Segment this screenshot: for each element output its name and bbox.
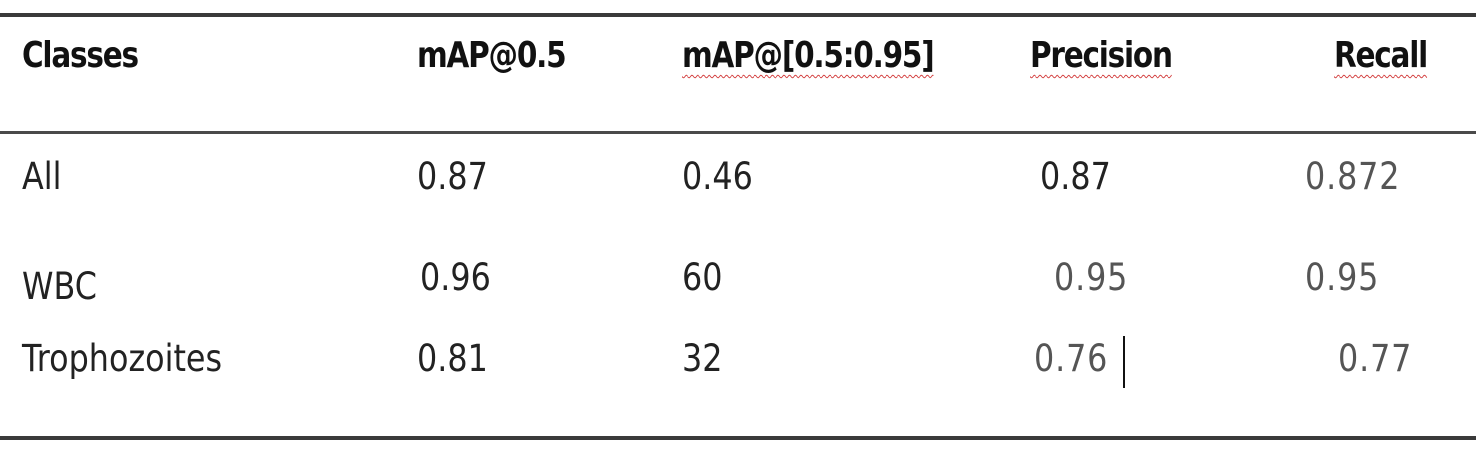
- row-wbc-class: WBC: [22, 265, 97, 308]
- header-classes: Classes: [22, 35, 139, 76]
- header-divider-rule: [0, 131, 1476, 134]
- table-top-rule: [0, 13, 1476, 17]
- row-wbc-map50: 0.96: [420, 256, 491, 299]
- row-all-map50: 0.87: [417, 155, 488, 198]
- text-cursor[interactable]: [1123, 336, 1125, 388]
- header-map50: mAP@0.5: [417, 35, 567, 76]
- header-map50-95: mAP@[0.5:0.95]: [682, 35, 935, 76]
- row-all-map50-95: 0.46: [682, 155, 753, 198]
- header-recall: Recall: [1334, 35, 1428, 76]
- row-trophozoites-map50: 0.81: [417, 337, 488, 380]
- row-all-recall: 0.872: [1305, 155, 1401, 198]
- row-wbc-precision: 0.95: [1054, 256, 1129, 299]
- row-trophozoites-precision: 0.76: [1034, 337, 1109, 380]
- row-trophozoites-map50-95: 32: [682, 337, 723, 380]
- row-all-class: All: [22, 155, 62, 198]
- header-precision: Precision: [1030, 35, 1173, 76]
- row-trophozoites-recall: 0.77: [1338, 337, 1413, 380]
- row-all-precision: 0.87: [1040, 155, 1111, 198]
- row-wbc-recall: 0.95: [1305, 256, 1380, 299]
- row-trophozoites-class: Trophozoites: [22, 337, 223, 380]
- row-wbc-map50-95: 60: [682, 256, 723, 299]
- table-bottom-rule: [0, 436, 1476, 440]
